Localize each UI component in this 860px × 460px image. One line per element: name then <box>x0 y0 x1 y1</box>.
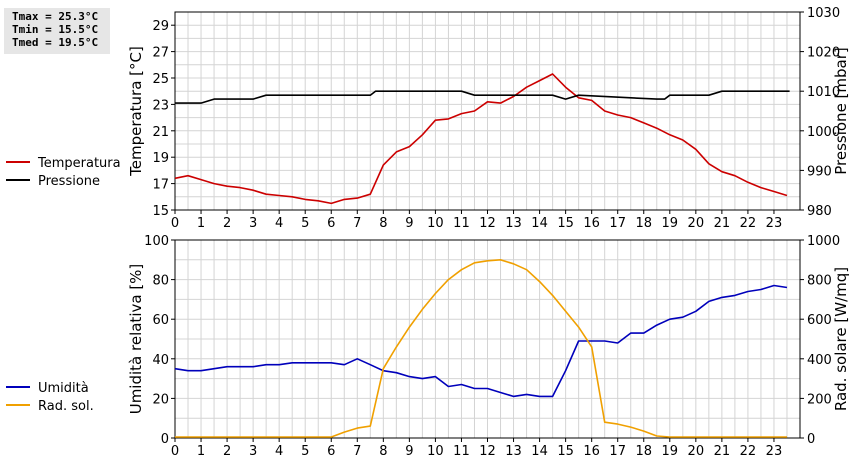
x-tick-label: 5 <box>301 216 309 231</box>
stat-tmed: Tmed = 19.5°C <box>12 36 99 49</box>
left-y-tick-label: 27 <box>152 46 169 61</box>
x-tick-label: 2 <box>223 216 231 231</box>
x-tick-label: 22 <box>740 216 757 231</box>
right-y-tick-label: 800 <box>807 274 832 289</box>
left-y-tick-label: 21 <box>152 125 169 140</box>
x-tick-label: 7 <box>353 216 361 231</box>
series-line-umidit <box>174 284 788 398</box>
x-tick-label: 8 <box>379 216 387 231</box>
x-tick-label: 11 <box>453 216 470 231</box>
x-tick-label: 14 <box>531 444 548 459</box>
stat-tmin: Tmin = 15.5°C <box>12 23 99 36</box>
x-tick-label: 1 <box>197 444 205 459</box>
x-tick-label: 9 <box>405 216 413 231</box>
x-tick-label: 19 <box>662 216 679 231</box>
left-y-tick-label: 60 <box>152 313 169 328</box>
x-tick-label: 13 <box>505 444 522 459</box>
x-tick-label: 4 <box>275 444 283 459</box>
x-tick-label: 15 <box>557 444 574 459</box>
x-tick-label: 10 <box>427 216 444 231</box>
x-tick-label: 9 <box>405 444 413 459</box>
series-line-temperatura <box>174 73 788 205</box>
x-tick-label: 6 <box>327 444 335 459</box>
x-tick-label: 11 <box>453 444 470 459</box>
left-y-tick-label: 20 <box>152 392 169 407</box>
x-tick-label: 20 <box>688 216 705 231</box>
x-tick-label: 21 <box>714 216 731 231</box>
grid <box>174 239 801 439</box>
x-tick-label: 16 <box>583 216 600 231</box>
x-tick-label: 3 <box>249 216 257 231</box>
left-y-tick-label: 25 <box>152 72 169 87</box>
humidity-radiation-chart: 0 1 2 3 4 5 6 7 8 9 10 11 12 13 14 15 16 17 18 19 20 21 22 2302… <box>6 234 850 459</box>
x-tick-label: 18 <box>635 444 652 459</box>
x-tick-label: 0 <box>171 216 179 231</box>
x-tick-label: 22 <box>740 444 757 459</box>
x-tick-label: 0 <box>171 444 179 459</box>
legend-label-umidit: Umidità <box>38 381 89 396</box>
x-tick-label: 10 <box>427 444 444 459</box>
right-y-tick-label: 1010 <box>807 85 840 100</box>
right-y-tick-label: 0 <box>807 432 815 447</box>
series-line-rad-sol <box>175 258 787 438</box>
left-y-tick-label: 17 <box>152 178 169 193</box>
left-y-tick-label: 23 <box>152 98 169 113</box>
x-tick-label: 16 <box>583 444 600 459</box>
x-tick-label: 4 <box>275 216 283 231</box>
x-tick-label: 12 <box>479 216 496 231</box>
right-y-tick-label: 980 <box>807 204 832 219</box>
legend-label-rad-sol: Rad. sol. <box>38 399 94 414</box>
x-tick-label: 15 <box>557 216 574 231</box>
right-axis-title: Rad. solare [W/mq] <box>832 267 850 411</box>
x-tick-label: 12 <box>479 444 496 459</box>
series-line-pressione <box>175 90 790 104</box>
x-tick-label: 6 <box>327 216 335 231</box>
right-y-tick-label: 200 <box>807 392 832 407</box>
grid <box>174 11 801 211</box>
left-axis-title: Umidità relativa [%] <box>127 264 145 415</box>
left-axis-title: Temperatura [°C] <box>127 46 145 177</box>
x-tick-label: 20 <box>688 444 705 459</box>
temperature-pressure-chart: 0 1 2 3 4 5 6 7 8 9 10 11 12 13 14 15 16 17 18 19 20 21 22 2315… <box>6 6 850 231</box>
left-y-tick-label: 0 <box>161 432 169 447</box>
left-y-tick-label: 40 <box>152 353 169 368</box>
x-tick-label: 21 <box>714 444 731 459</box>
x-tick-label: 5 <box>301 444 309 459</box>
legend-label-pressione: Pressione <box>38 174 100 189</box>
x-tick-label: 23 <box>766 444 783 459</box>
left-y-tick-label: 100 <box>144 234 169 249</box>
x-tick-label: 23 <box>766 216 783 231</box>
right-y-tick-label: 1020 <box>807 46 840 61</box>
right-y-tick-label: 600 <box>807 313 832 328</box>
right-y-tick-label: 1030 <box>807 6 840 21</box>
x-tick-label: 17 <box>609 444 626 459</box>
left-y-tick-label: 19 <box>152 151 169 166</box>
left-y-tick-label: 80 <box>152 274 169 289</box>
x-tick-label: 14 <box>531 216 548 231</box>
stat-tmax: Tmax = 25.3°C <box>12 10 99 23</box>
right-y-tick-label: 990 <box>807 164 832 179</box>
right-y-tick-label: 1000 <box>807 125 840 140</box>
x-tick-label: 2 <box>223 444 231 459</box>
right-axis-title: Pressione [mbar] <box>832 47 850 175</box>
x-tick-label: 13 <box>505 216 522 231</box>
right-y-tick-label: 1000 <box>807 234 840 249</box>
x-tick-label: 7 <box>353 444 361 459</box>
x-tick-label: 17 <box>609 216 626 231</box>
legend-label-temperatura: Temperatura <box>37 156 121 171</box>
stats-box: Tmax = 25.3°C Tmin = 15.5°C Tmed = 19.5°… <box>4 8 110 54</box>
x-tick-label: 19 <box>662 444 679 459</box>
x-tick-label: 1 <box>197 216 205 231</box>
x-tick-label: 18 <box>635 216 652 231</box>
left-y-tick-label: 15 <box>152 204 169 219</box>
right-y-tick-label: 400 <box>807 353 832 368</box>
x-tick-label: 8 <box>379 444 387 459</box>
x-tick-label: 3 <box>249 444 257 459</box>
left-y-tick-label: 29 <box>152 19 169 34</box>
